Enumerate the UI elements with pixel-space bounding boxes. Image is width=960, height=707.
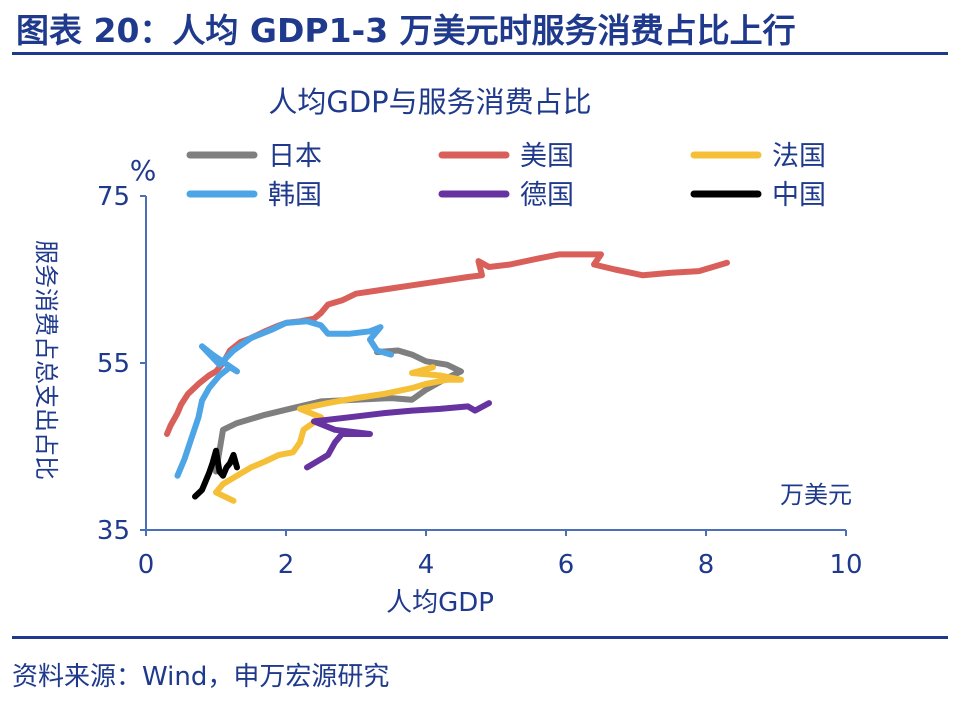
series-line-6	[192, 447, 240, 500]
legend-label: 韩国	[268, 180, 322, 211]
source-rule	[12, 636, 948, 639]
source-note: 资料来源：Wind，申万宏源研究	[12, 662, 390, 692]
x-tick-label: 10	[829, 550, 862, 580]
series-line-2	[164, 251, 730, 437]
legend-label: 中国	[772, 180, 826, 211]
series-line-1	[213, 347, 464, 475]
series-line-4	[174, 318, 394, 479]
x-axis-title: 人均GDP	[386, 588, 494, 618]
legend-label: 德国	[520, 180, 574, 211]
y-tick-label: 35	[97, 516, 130, 546]
legend-label: 法国	[772, 141, 826, 172]
x-tick-label: 2	[278, 550, 295, 580]
chart-title: 人均GDP与服务消费占比	[268, 85, 591, 119]
y-tick-label: 75	[97, 182, 130, 212]
figure-title: 图表 20：人均 GDP1-3 万美元时服务消费占比上行	[16, 11, 796, 50]
y-axis-title: 服务消费占总支出占比	[32, 240, 60, 480]
series-line-5	[304, 400, 492, 471]
legend-label: 日本	[268, 141, 322, 172]
y-unit-label: %	[130, 154, 157, 187]
x-unit-label: 万美元	[780, 481, 852, 509]
x-tick-label: 8	[698, 550, 715, 580]
x-tick-label: 6	[558, 550, 575, 580]
title-rule	[12, 52, 948, 55]
x-tick-label: 0	[138, 550, 155, 580]
series-line-3	[213, 364, 464, 504]
x-tick-label: 4	[418, 550, 435, 580]
y-tick-label: 55	[97, 349, 130, 379]
legend-label: 美国	[520, 141, 574, 172]
